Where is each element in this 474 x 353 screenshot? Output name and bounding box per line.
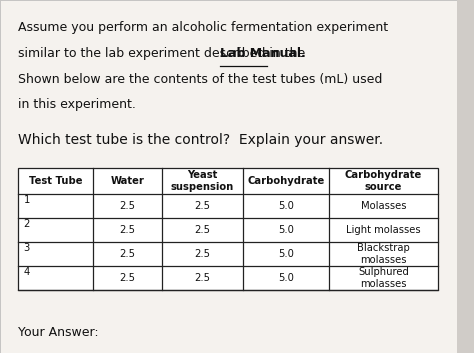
Text: Carbohydrate
source: Carbohydrate source bbox=[345, 170, 422, 192]
Text: Yeast
suspension: Yeast suspension bbox=[171, 170, 234, 192]
Text: Water: Water bbox=[110, 176, 145, 186]
Text: Sulphured
molasses: Sulphured molasses bbox=[358, 267, 409, 289]
Text: Light molasses: Light molasses bbox=[346, 225, 421, 235]
Text: 2.5: 2.5 bbox=[194, 201, 210, 211]
Text: 2.5: 2.5 bbox=[119, 201, 136, 211]
Text: Your Answer:: Your Answer: bbox=[18, 326, 99, 339]
Text: 3: 3 bbox=[24, 243, 30, 253]
Text: 5.0: 5.0 bbox=[278, 201, 294, 211]
Text: Assume you perform an alcoholic fermentation experiment: Assume you perform an alcoholic fermenta… bbox=[18, 21, 388, 34]
Text: Blackstrap
molasses: Blackstrap molasses bbox=[357, 243, 410, 265]
Text: 5.0: 5.0 bbox=[278, 273, 294, 283]
Text: Which test tube is the control?  Explain your answer.: Which test tube is the control? Explain … bbox=[18, 133, 383, 147]
Text: 2.5: 2.5 bbox=[194, 249, 210, 259]
Text: 5.0: 5.0 bbox=[278, 225, 294, 235]
Text: Lab Manual.: Lab Manual. bbox=[220, 47, 306, 60]
Text: 2.5: 2.5 bbox=[119, 249, 136, 259]
Text: 1: 1 bbox=[24, 195, 30, 205]
Text: 2.5: 2.5 bbox=[119, 273, 136, 283]
Text: Molasses: Molasses bbox=[361, 201, 406, 211]
Text: Carbohydrate: Carbohydrate bbox=[247, 176, 324, 186]
Text: 2: 2 bbox=[24, 219, 30, 229]
Text: in this experiment.: in this experiment. bbox=[18, 98, 136, 112]
FancyBboxPatch shape bbox=[0, 0, 456, 353]
Text: similar to the lab experiment described in the: similar to the lab experiment described … bbox=[18, 47, 310, 60]
Text: Shown below are the contents of the test tubes (mL) used: Shown below are the contents of the test… bbox=[18, 73, 383, 86]
Bar bbox=[18, 168, 438, 290]
Text: 2.5: 2.5 bbox=[194, 225, 210, 235]
Text: 4: 4 bbox=[24, 267, 30, 277]
Text: Test Tube: Test Tube bbox=[29, 176, 82, 186]
Text: 2.5: 2.5 bbox=[119, 225, 136, 235]
Text: 5.0: 5.0 bbox=[278, 249, 294, 259]
Text: 2.5: 2.5 bbox=[194, 273, 210, 283]
